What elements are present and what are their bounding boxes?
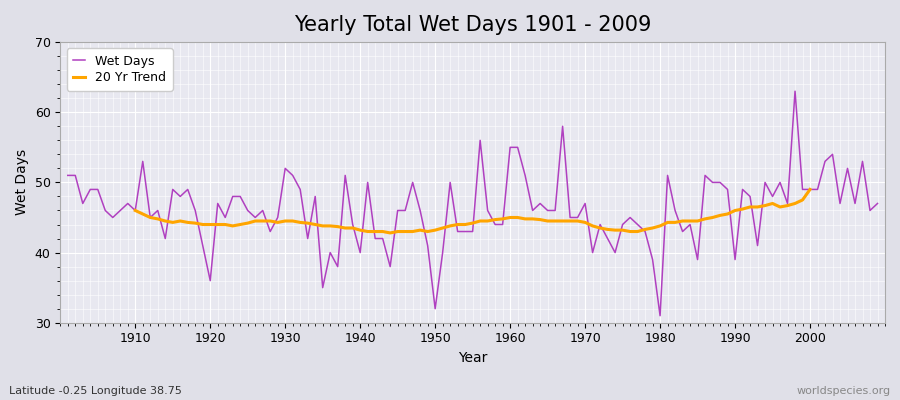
Wet Days: [505, 145, 516, 150]
Title: Yearly Total Wet Days 1901 - 2009: Yearly Total Wet Days 1901 - 2009: [294, 15, 652, 35]
X-axis label: Year: Year: [458, 351, 487, 365]
Wet Days: [62, 173, 73, 178]
20 Yr Trend: [130, 208, 140, 213]
Wet Days: [595, 222, 606, 227]
Legend: Wet Days, 20 Yr Trend: Wet Days, 20 Yr Trend: [67, 48, 173, 91]
Wet Days: [497, 222, 508, 227]
Line: Wet Days: Wet Days: [68, 91, 878, 316]
20 Yr Trend: [302, 221, 313, 226]
20 Yr Trend: [287, 219, 298, 224]
20 Yr Trend: [797, 198, 808, 202]
Wet Days: [287, 173, 298, 178]
20 Yr Trend: [789, 201, 800, 206]
Line: 20 Yr Trend: 20 Yr Trend: [135, 190, 810, 233]
20 Yr Trend: [805, 187, 815, 192]
20 Yr Trend: [385, 230, 396, 235]
Wet Days: [122, 201, 133, 206]
Y-axis label: Wet Days: Wet Days: [15, 149, 29, 216]
20 Yr Trend: [212, 222, 223, 227]
20 Yr Trend: [707, 215, 718, 220]
Text: worldspecies.org: worldspecies.org: [796, 386, 891, 396]
Wet Days: [872, 201, 883, 206]
Wet Days: [789, 89, 800, 94]
Text: Latitude -0.25 Longitude 38.75: Latitude -0.25 Longitude 38.75: [9, 386, 182, 396]
Wet Days: [654, 313, 665, 318]
Wet Days: [332, 264, 343, 269]
